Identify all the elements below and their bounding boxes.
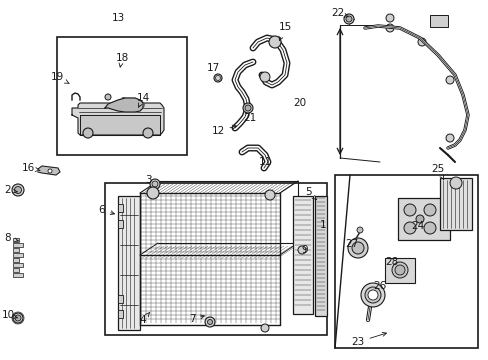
Circle shape	[394, 265, 404, 275]
Circle shape	[207, 320, 212, 324]
Circle shape	[204, 317, 215, 327]
Circle shape	[214, 74, 222, 82]
Text: 25: 25	[430, 164, 444, 179]
Circle shape	[268, 36, 281, 48]
Text: 9: 9	[301, 245, 307, 255]
Bar	[439, 178, 471, 230]
Bar	[105, 183, 326, 335]
Bar	[13, 268, 19, 272]
Circle shape	[364, 287, 380, 303]
Circle shape	[343, 14, 353, 24]
Text: 26: 26	[373, 281, 386, 291]
Circle shape	[105, 94, 111, 100]
Circle shape	[403, 204, 415, 216]
Circle shape	[403, 222, 415, 234]
Text: 2: 2	[5, 185, 17, 195]
Bar	[118, 220, 123, 228]
Polygon shape	[72, 103, 163, 135]
Text: 17: 17	[206, 63, 219, 73]
Bar	[13, 273, 23, 277]
Text: 22: 22	[331, 8, 347, 18]
Text: 23: 23	[351, 332, 386, 347]
Text: 1: 1	[319, 220, 325, 230]
Text: 10: 10	[1, 310, 18, 320]
Bar	[397, 198, 449, 240]
Text: 8: 8	[5, 233, 19, 243]
Circle shape	[260, 72, 269, 82]
Bar	[13, 238, 19, 242]
Circle shape	[367, 290, 377, 300]
Circle shape	[15, 315, 21, 321]
Polygon shape	[80, 115, 160, 135]
Text: 4: 4	[140, 312, 149, 325]
Circle shape	[83, 128, 93, 138]
Bar	[13, 263, 23, 267]
Circle shape	[423, 222, 435, 234]
Bar	[118, 310, 123, 318]
Circle shape	[385, 24, 393, 32]
Circle shape	[243, 103, 252, 113]
Circle shape	[12, 184, 24, 196]
Text: 6: 6	[99, 205, 114, 215]
Bar	[429, 15, 447, 27]
Circle shape	[423, 204, 435, 216]
Bar	[13, 258, 19, 262]
Polygon shape	[38, 166, 60, 175]
Bar	[13, 243, 23, 247]
Bar	[314, 196, 326, 316]
Polygon shape	[105, 98, 142, 112]
Bar	[292, 196, 312, 314]
Bar	[118, 295, 123, 303]
Bar	[13, 248, 19, 252]
Circle shape	[346, 16, 351, 22]
Circle shape	[445, 76, 453, 84]
Text: 5: 5	[304, 187, 316, 199]
Circle shape	[136, 101, 143, 109]
Text: 16: 16	[21, 163, 40, 173]
Text: 20: 20	[293, 98, 306, 108]
Text: 28: 28	[385, 257, 398, 267]
Circle shape	[244, 105, 250, 111]
Circle shape	[13, 313, 23, 323]
Text: 11: 11	[258, 157, 271, 167]
Circle shape	[142, 128, 153, 138]
Bar	[384, 258, 414, 283]
Circle shape	[449, 177, 461, 189]
Circle shape	[417, 38, 425, 46]
Text: 18: 18	[115, 53, 128, 67]
Bar	[334, 175, 477, 348]
Circle shape	[351, 242, 363, 254]
Circle shape	[385, 14, 393, 22]
Text: 7: 7	[188, 314, 204, 324]
Circle shape	[356, 227, 362, 233]
Text: 19: 19	[50, 72, 69, 84]
Circle shape	[360, 283, 384, 307]
Circle shape	[150, 179, 160, 189]
Bar	[118, 204, 123, 212]
Bar	[57, 37, 186, 155]
Bar	[118, 196, 140, 330]
Circle shape	[264, 190, 274, 200]
Text: 13: 13	[111, 13, 124, 23]
Circle shape	[297, 246, 305, 254]
Text: 21: 21	[243, 113, 256, 123]
Circle shape	[147, 187, 159, 199]
Circle shape	[445, 134, 453, 142]
Circle shape	[121, 98, 126, 103]
Circle shape	[152, 181, 158, 187]
Text: 3: 3	[144, 175, 151, 185]
Text: 15: 15	[278, 22, 291, 41]
Circle shape	[347, 238, 367, 258]
Circle shape	[15, 186, 21, 194]
Circle shape	[391, 262, 407, 278]
Circle shape	[415, 215, 423, 223]
Text: 14: 14	[136, 93, 149, 107]
Text: 27: 27	[345, 239, 358, 249]
Circle shape	[261, 324, 268, 332]
Circle shape	[48, 169, 52, 173]
Text: 12: 12	[211, 125, 236, 136]
Bar	[13, 253, 23, 257]
Text: 24: 24	[410, 221, 424, 231]
